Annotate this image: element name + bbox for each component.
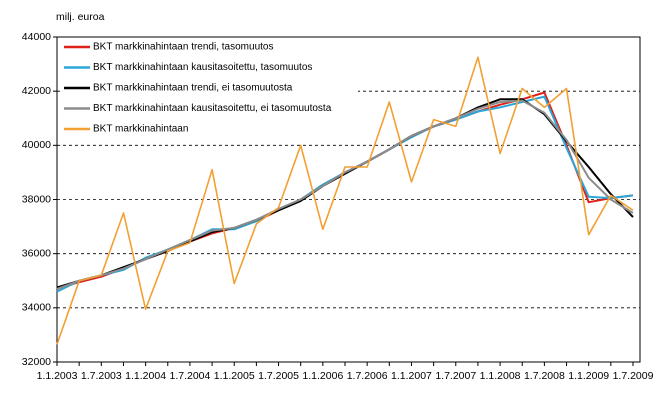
x-tick-label: 1.1.2003 (37, 370, 78, 382)
y-tick-label: 34000 (22, 302, 51, 314)
legend-box (62, 38, 358, 141)
y-tick-label: 40000 (22, 139, 51, 151)
legend-label: BKT markkinahintaan trendi, ei tasomuuto… (93, 83, 293, 94)
x-tick-label: 1.7.2003 (81, 370, 122, 382)
legend: BKT markkinahintaan trendi, tasomuutos BK… (62, 38, 358, 141)
x-tick-label: 1.1.2006 (302, 370, 343, 382)
x-tick-label: 1.7.2004 (169, 370, 210, 382)
y-unit-label: milj. euroa (56, 11, 105, 23)
x-tick-label: 1.1.2007 (391, 370, 432, 382)
legend-label: BKT markkinahintaan kausitasoitettu, tas… (93, 62, 312, 73)
y-tick-label: 44000 (22, 31, 51, 43)
x-tick-label: 1.1.2005 (214, 370, 255, 382)
y-tick-label: 36000 (22, 247, 51, 259)
legend-label: BKT markkinahintaan (93, 124, 188, 135)
x-tick-label: 1.7.2009 (613, 370, 654, 382)
legend-label: BKT markkinahintaan kausitasoitettu, ei … (93, 103, 332, 114)
x-tick-label: 1.1.2008 (480, 370, 521, 382)
x-tick-label: 1.1.2004 (125, 370, 166, 382)
plot-frame (56, 36, 641, 363)
x-tick-label: 1.7.2005 (258, 370, 299, 382)
x-tick-label: 1.7.2006 (347, 370, 388, 382)
series-line (56, 56, 634, 345)
x-tick-label: 1.7.2007 (435, 370, 476, 382)
legend-label: BKT markkinahintaan trendi, tasomuutos (93, 42, 273, 53)
y-tick-label: 32000 (22, 356, 51, 368)
x-tick-label: 1.7.2008 (524, 370, 565, 382)
x-tick-label: 1.1.2009 (568, 370, 609, 382)
y-tick-label: 42000 (22, 85, 51, 97)
series-line (56, 99, 634, 290)
y-tick-label: 38000 (22, 193, 51, 205)
